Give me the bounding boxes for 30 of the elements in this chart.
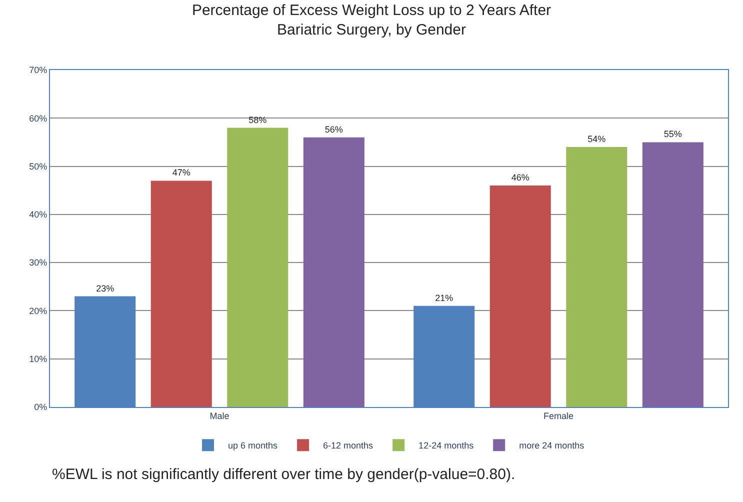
- y-tick-label: 10%: [29, 354, 48, 364]
- legend-label: 6-12 months: [323, 440, 374, 451]
- bar: [227, 128, 288, 407]
- data-label: 47%: [172, 168, 190, 178]
- x-tick-label: Female: [543, 410, 574, 421]
- chart-title: Percentage of Excess Weight Loss up to 2 Years After Bariatric Surgery, by Gender: [192, 2, 552, 39]
- y-tick-label: 50%: [29, 161, 48, 172]
- data-label: 56%: [324, 124, 343, 134]
- data-label: 21%: [435, 292, 454, 303]
- bar: [303, 137, 364, 407]
- text: %EWL is not significantly different over time by gender(p-value=0.80).: [52, 466, 516, 483]
- bar: [642, 142, 704, 407]
- y-tick-label: 30%: [29, 258, 48, 268]
- legend-label: 12-24 months: [418, 440, 474, 451]
- y-tick-label: 0%: [34, 402, 48, 412]
- data-label: 23%: [96, 283, 114, 294]
- data-label: 55%: [664, 129, 682, 140]
- bar: [566, 147, 628, 407]
- legend-label: more 24 months: [519, 440, 585, 451]
- y-tick-label: 20%: [29, 306, 48, 316]
- y-tick-label: 70%: [29, 65, 48, 76]
- legend-label: up 6 months: [228, 440, 278, 451]
- y-tick-label: 60%: [29, 113, 48, 124]
- data-label: 46%: [511, 172, 530, 183]
- bar: [490, 186, 551, 407]
- y-tick-label: 40%: [29, 210, 48, 220]
- bar: [150, 180, 212, 407]
- data-label: 58%: [248, 114, 267, 125]
- data-label: 54%: [588, 134, 606, 144]
- x-tick-label: Male: [210, 410, 230, 421]
